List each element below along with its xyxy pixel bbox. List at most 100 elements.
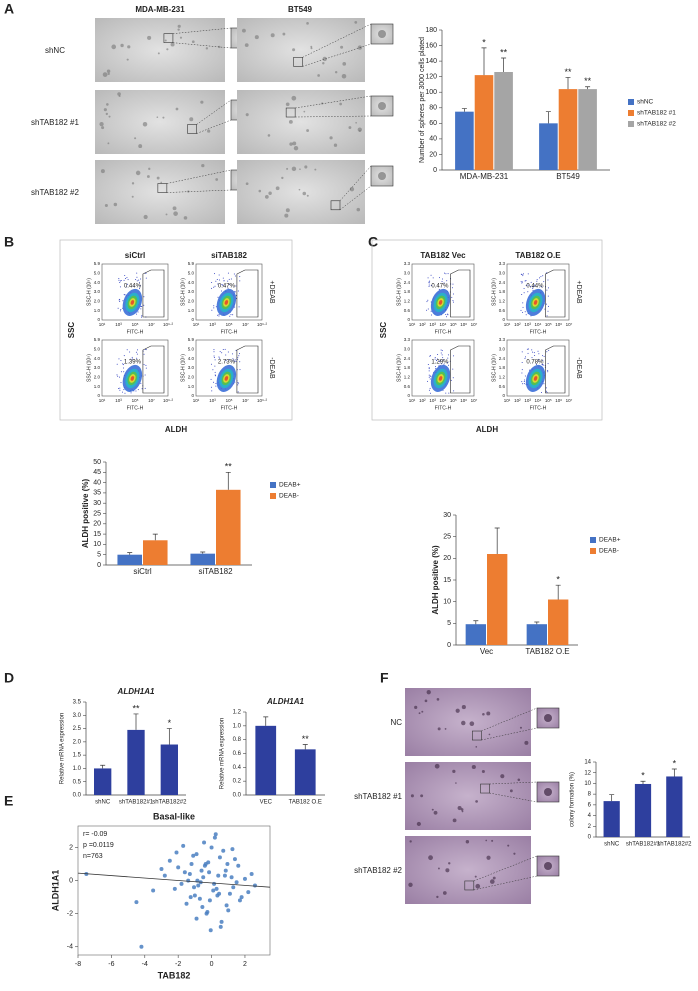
flow-gate-label: 0.47% — [218, 284, 236, 290]
y-tick-label: -4 — [67, 944, 73, 951]
flow-event — [538, 277, 540, 279]
flow-event — [523, 292, 525, 294]
flow-event — [527, 284, 529, 286]
flow-event — [210, 363, 212, 365]
bar — [94, 768, 112, 795]
flow-event — [427, 299, 429, 301]
error-bar — [263, 716, 269, 726]
flow-row-label: +DEAB — [268, 280, 275, 303]
flow-event — [521, 294, 523, 296]
cell-blob — [524, 740, 529, 745]
flow-event — [436, 358, 438, 360]
flow-x-tick-label: 10³ — [429, 398, 436, 403]
y-tick-label: 0 — [447, 642, 451, 649]
flow-event — [447, 313, 449, 315]
flow-event — [447, 357, 449, 359]
flow-event — [122, 363, 124, 365]
scatter-point — [227, 891, 232, 896]
flow-event — [123, 371, 125, 373]
flow-event — [214, 273, 216, 275]
zoom-connector — [172, 27, 232, 34]
flow-y-tick-label: 5.9 — [94, 337, 101, 342]
flow-event — [545, 387, 547, 389]
cell-blob — [426, 690, 431, 695]
column-label: BT549 — [288, 5, 313, 14]
y-tick-label: 5 — [447, 620, 451, 627]
significance-label: ** — [564, 67, 572, 77]
flow-event — [439, 361, 441, 363]
cell-blob — [354, 21, 358, 24]
cell-blob — [465, 840, 470, 844]
flow-event — [120, 279, 122, 281]
flow-event — [438, 364, 440, 366]
flow-event — [441, 363, 443, 365]
flow-density — [533, 300, 538, 305]
cell-blob — [147, 35, 152, 40]
flow-gate-label: 2.73% — [218, 360, 236, 366]
cell-blob — [421, 710, 424, 713]
scatter-point — [192, 885, 197, 890]
micrograph — [95, 18, 225, 82]
zoom-connector — [295, 95, 372, 109]
flow-event — [452, 293, 454, 295]
flow-event — [427, 277, 429, 279]
flow-axis-title: SSC — [379, 322, 388, 339]
cell-blob — [469, 721, 475, 726]
flow-x-tick-label: 10⁴ — [440, 398, 447, 403]
scatter-point — [211, 888, 216, 893]
flow-gate — [450, 269, 471, 318]
cell-blob — [481, 769, 485, 774]
flow-event — [118, 358, 120, 360]
panel-letter: A — [4, 1, 14, 17]
cell-blob — [461, 810, 464, 813]
cell-blob — [99, 121, 104, 127]
flow-event — [522, 302, 524, 304]
error-bar — [200, 551, 206, 554]
flow-event — [228, 283, 230, 285]
cell-blob — [310, 45, 313, 48]
cell-blob — [245, 113, 249, 117]
flow-y-tick-label: 2.0 — [188, 299, 195, 304]
flow-density — [438, 300, 443, 305]
flow-event — [546, 351, 548, 353]
scatter-point — [207, 898, 212, 903]
flow-x-tick-label: 10¹ — [99, 322, 106, 327]
x-tick-label: siTAB182 — [198, 567, 233, 576]
bar — [548, 599, 569, 645]
error-bar — [127, 552, 133, 555]
flow-event — [219, 279, 221, 281]
zoom-cell — [544, 788, 552, 796]
cell-blob — [342, 62, 347, 66]
cell-blob — [164, 39, 167, 42]
panel-letter: E — [4, 793, 13, 809]
flow-event — [527, 291, 529, 293]
chart-title: ALDH1A1 — [266, 697, 304, 706]
flow-y-tick-label: 1.8 — [404, 289, 411, 294]
flow-event — [520, 273, 522, 275]
zoom-connector — [481, 727, 538, 741]
flow-gate — [450, 345, 471, 394]
significance-label: * — [482, 37, 486, 47]
bar — [558, 89, 578, 170]
flow-event — [119, 280, 121, 282]
cell-blob — [507, 844, 510, 847]
chart-title: Basal-like — [153, 811, 195, 821]
legend-swatch — [628, 99, 634, 105]
y-axis-label: ALDH1A1 — [50, 870, 60, 912]
x-tick-label: shTAB182#1 — [119, 800, 154, 806]
zoom-connector — [481, 707, 538, 732]
flow-event — [434, 357, 436, 359]
flow-event — [443, 363, 445, 365]
error-bar — [473, 620, 479, 625]
scatter-point — [222, 873, 227, 878]
significance-label: ** — [500, 47, 508, 57]
cell-blob — [282, 32, 286, 36]
cell-blob — [207, 129, 211, 133]
flow-event — [230, 278, 232, 280]
flow-event — [234, 359, 236, 361]
cell-blob — [289, 142, 293, 146]
x-tick-label: -4 — [142, 961, 148, 968]
flow-y-tick-label: 5.0 — [188, 347, 195, 352]
flow-event — [524, 357, 526, 359]
zoom-connector — [196, 119, 232, 134]
